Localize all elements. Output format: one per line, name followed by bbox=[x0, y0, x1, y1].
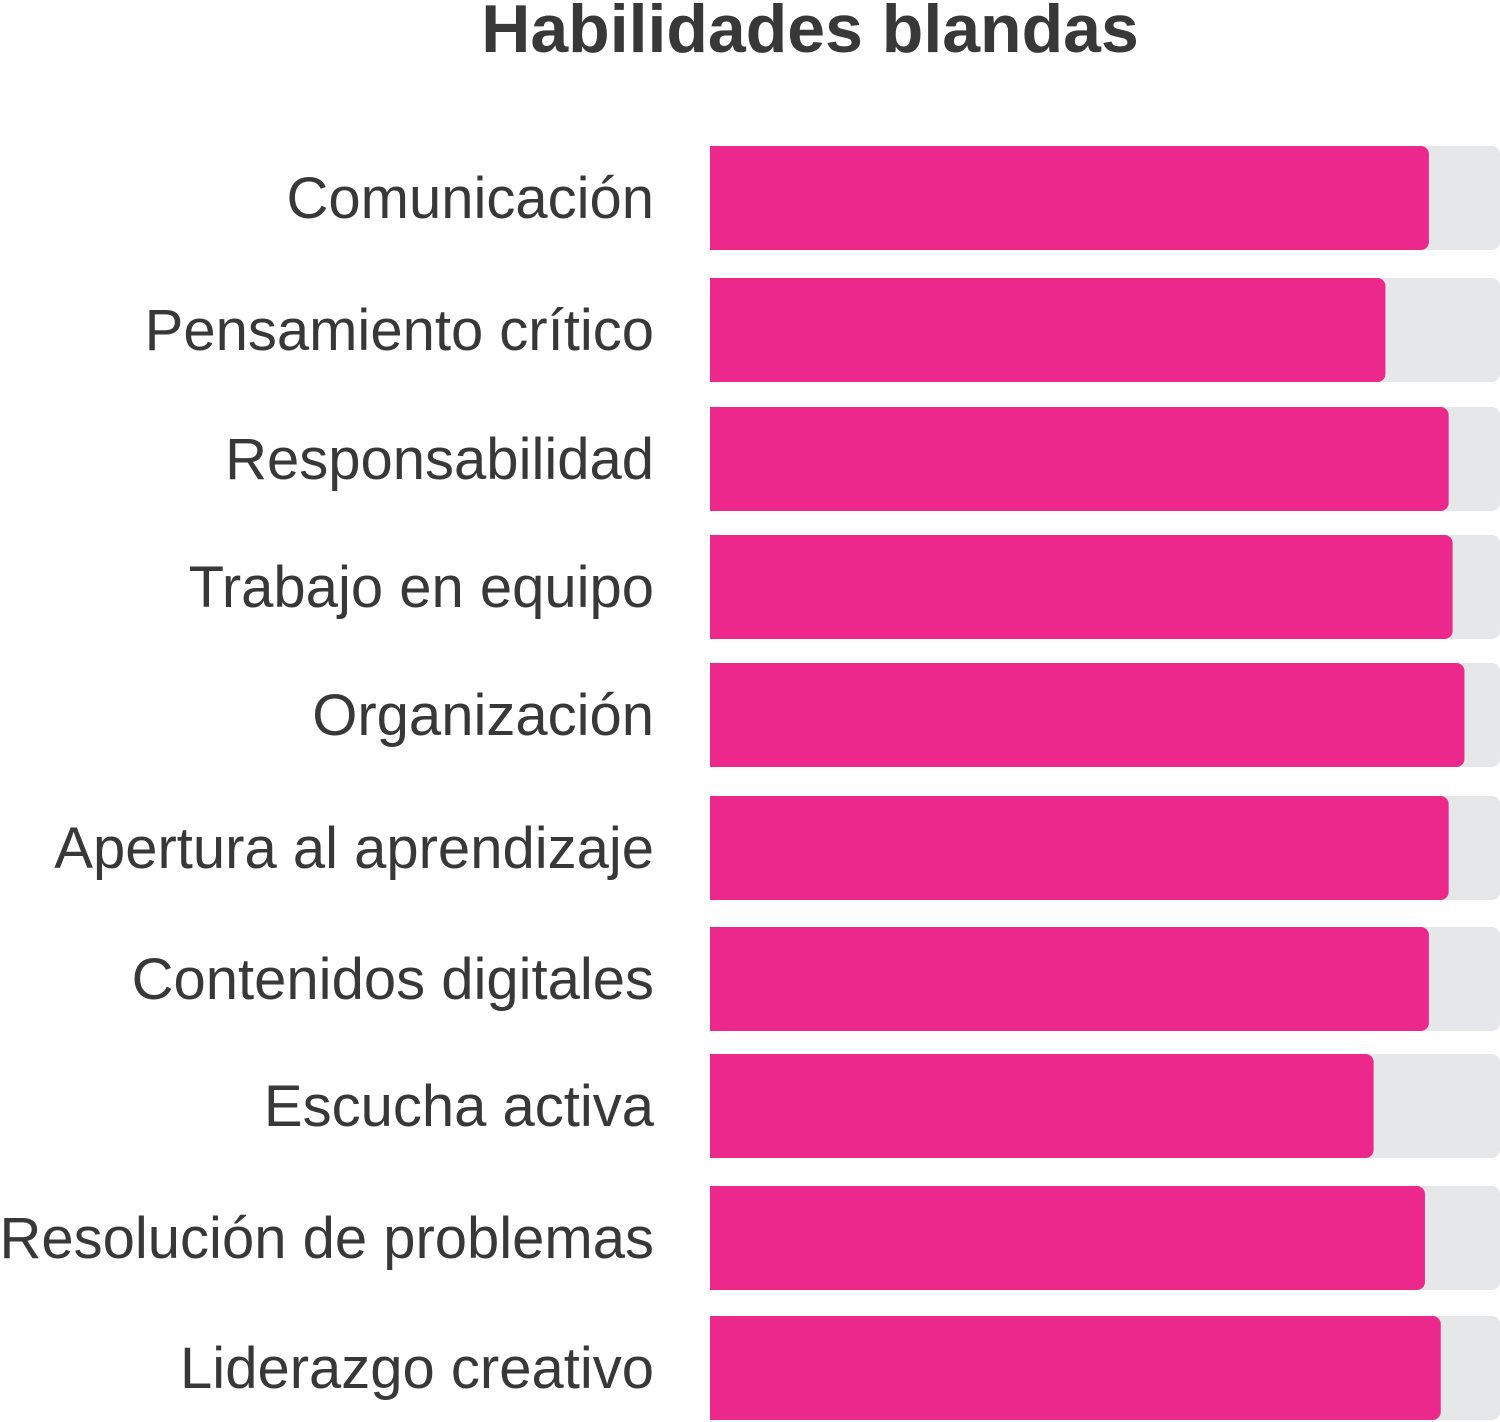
bar bbox=[710, 1186, 1425, 1290]
category-label: Comunicación bbox=[286, 166, 654, 231]
category-label: Escucha activa bbox=[264, 1074, 655, 1139]
bar bbox=[710, 146, 1429, 250]
bar-left-edge bbox=[710, 796, 726, 900]
bar bbox=[710, 796, 1449, 900]
chart-title: Habilidades blandas bbox=[481, 0, 1139, 67]
bar-left-edge bbox=[710, 1316, 726, 1420]
category-label: Trabajo en equipo bbox=[189, 555, 654, 620]
category-label: Pensamiento crítico bbox=[145, 298, 654, 363]
category-label: Contenidos digitales bbox=[132, 947, 654, 1012]
bar-left-edge bbox=[710, 663, 726, 767]
category-label: Resolución de problemas bbox=[0, 1206, 654, 1271]
bar-left-edge bbox=[710, 407, 726, 511]
bar bbox=[710, 927, 1429, 1031]
category-label: Organización bbox=[312, 683, 654, 748]
bar bbox=[710, 535, 1453, 639]
bar bbox=[710, 278, 1386, 382]
bars-group: Comunicación Pensamiento crítico Responsab… bbox=[0, 146, 1500, 1420]
bar-left-edge bbox=[710, 535, 726, 639]
category-label: Apertura al aprendizaje bbox=[54, 816, 654, 881]
bar-left-edge bbox=[710, 146, 726, 250]
bar bbox=[710, 407, 1449, 511]
bar bbox=[710, 1054, 1374, 1158]
bar-left-edge bbox=[710, 278, 726, 382]
category-label: Liderazgo creativo bbox=[180, 1336, 654, 1401]
category-label: Responsabilidad bbox=[225, 427, 654, 492]
bar-left-edge bbox=[710, 927, 726, 1031]
bar bbox=[710, 663, 1465, 767]
bar-left-edge bbox=[710, 1186, 726, 1290]
bar-left-edge bbox=[710, 1054, 726, 1158]
bar bbox=[710, 1316, 1441, 1420]
